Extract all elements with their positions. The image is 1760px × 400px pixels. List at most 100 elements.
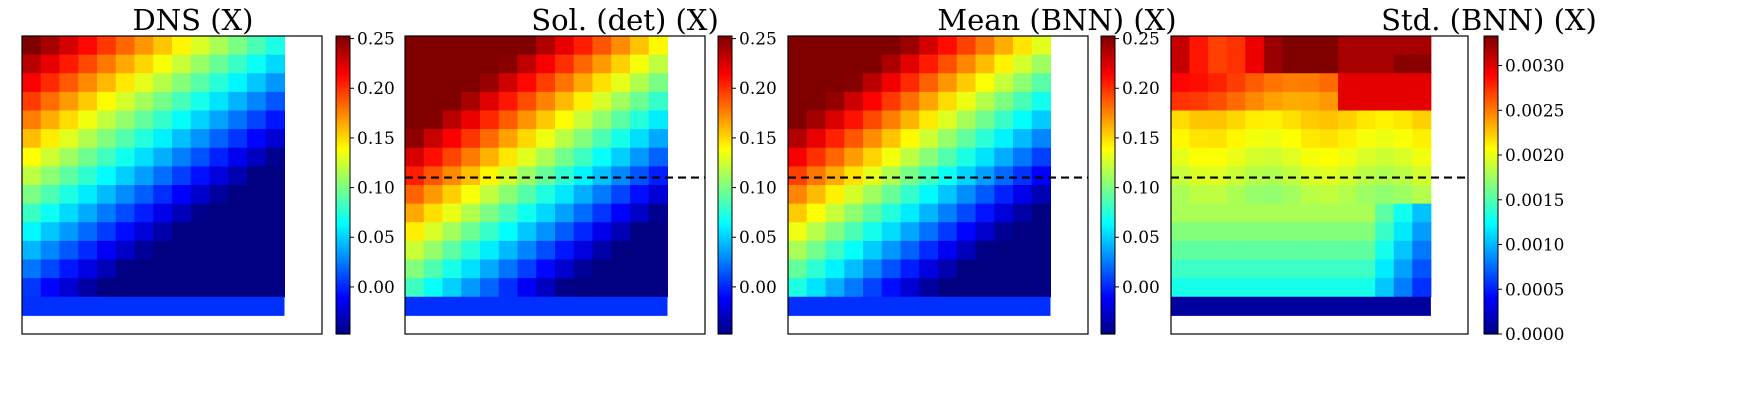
heatmap-cell — [59, 91, 79, 112]
heatmap-cell — [1393, 110, 1413, 130]
heatmap-cell — [863, 147, 883, 167]
heatmap-cell — [1189, 54, 1209, 74]
heatmap-cell — [517, 259, 537, 279]
colorbar-segment — [1101, 112, 1115, 117]
panel-title: Mean (BNN) (X) — [937, 3, 1176, 37]
colorbar-segment — [1484, 207, 1498, 211]
colorbar-segment — [1101, 207, 1115, 211]
heatmap-cell — [209, 54, 229, 74]
heatmap-cell — [423, 203, 443, 223]
heatmap-cell — [994, 129, 1014, 149]
colorbar-segment — [1101, 271, 1115, 275]
colorbar-segment — [718, 289, 732, 293]
heatmap-cell — [536, 222, 556, 242]
colorbar-frame — [1100, 35, 1116, 335]
heatmap-cell — [134, 166, 154, 186]
colorbar-segment — [718, 314, 732, 318]
heatmap-cell — [825, 259, 845, 279]
heatmap-cell — [611, 240, 631, 261]
heatmap-cell — [900, 73, 920, 93]
colorbar-segment — [336, 209, 350, 213]
heatmap-cell — [630, 73, 650, 93]
colorbar-tick-label: 0.20 — [1122, 79, 1160, 99]
heatmap-cell — [1171, 147, 1191, 167]
heatmap-cell — [461, 54, 481, 74]
heatmap-cell — [1245, 54, 1265, 74]
heatmap-cell — [994, 110, 1014, 130]
heatmap-cell — [1245, 36, 1265, 56]
colorbar-segment — [1101, 214, 1115, 218]
heatmap-cell — [480, 36, 500, 56]
colorbar-segment — [1101, 88, 1115, 92]
heatmap-cell — [648, 185, 668, 205]
heatmap-cell — [1171, 36, 1191, 56]
heatmap-cell — [498, 166, 518, 186]
colorbar-segment — [1101, 162, 1115, 166]
colorbar-segment — [1101, 73, 1115, 77]
heatmap-cell — [405, 185, 425, 205]
heatmap-cell — [956, 203, 976, 223]
heatmap-cell — [863, 278, 883, 298]
colorbar-segment — [1101, 55, 1115, 59]
heatmap-cell — [209, 278, 229, 298]
colorbar-segment — [336, 204, 350, 208]
colorbar-segment — [336, 202, 350, 206]
colorbar-segment — [1484, 68, 1498, 72]
heatmap-cells — [788, 36, 1051, 316]
heatmap-cell — [40, 129, 60, 149]
colorbar-segment — [1484, 185, 1498, 189]
colorbar-segment — [1101, 85, 1115, 89]
heatmap-cell — [1189, 129, 1209, 149]
heatmap-cell — [1263, 240, 1283, 261]
colorbar-segment — [336, 145, 350, 149]
heatmap-cell — [97, 222, 117, 242]
heatmap-cell — [611, 91, 631, 112]
colorbar-segment — [1484, 43, 1498, 47]
colorbar-segment — [1484, 155, 1498, 159]
colorbar-segment — [718, 172, 732, 176]
heatmap-cell — [134, 278, 154, 298]
colorbar-segment — [336, 299, 350, 303]
panel-title: Std. (BNN) (X) — [1381, 3, 1597, 37]
heatmap-cell — [938, 36, 958, 56]
colorbar-segment — [718, 90, 732, 94]
heatmap-cell — [825, 222, 845, 242]
heatmap-cell — [1300, 222, 1320, 242]
heatmap-cell — [405, 73, 425, 93]
heatmap-bottom-row — [22, 296, 285, 316]
colorbar-segment — [1484, 85, 1498, 89]
colorbar-segment — [336, 244, 350, 248]
heatmap-cell — [900, 240, 920, 261]
heatmap-cell — [247, 36, 267, 56]
heatmap-cell — [423, 91, 443, 112]
colorbar-segment — [1484, 239, 1498, 243]
colorbar-segment — [718, 269, 732, 273]
colorbar-segment — [1101, 75, 1115, 79]
heatmap-cell — [405, 147, 425, 167]
colorbar-tick-label: 0.0030 — [1505, 57, 1564, 77]
heatmap-cell — [228, 185, 248, 205]
heatmap-cell — [97, 73, 117, 93]
heatmap-cell — [788, 129, 808, 149]
colorbar-segment — [1101, 60, 1115, 64]
heatmap-cell — [1189, 166, 1209, 186]
colorbar-segment — [1484, 70, 1498, 74]
heatmap-cell — [228, 129, 248, 149]
colorbar-segment — [1101, 83, 1115, 87]
colorbar-segment — [1484, 90, 1498, 94]
heatmap-cell — [480, 91, 500, 112]
heatmap-cell — [1013, 166, 1033, 186]
heatmap-cell — [172, 91, 192, 112]
heatmap-cell — [1282, 54, 1302, 74]
colorbar-segment — [1101, 182, 1115, 186]
colorbar-segment — [718, 266, 732, 271]
colorbar-segment — [718, 152, 732, 156]
heatmap-cell — [900, 147, 920, 167]
heatmap-cell — [1393, 259, 1413, 279]
heatmap-cell — [1013, 147, 1033, 167]
heatmap-cell — [134, 73, 154, 93]
heatmap-cell — [1171, 129, 1191, 149]
heatmap-cell — [97, 166, 117, 186]
colorbar-segment — [1484, 252, 1498, 256]
colorbar-segment — [1484, 147, 1498, 151]
